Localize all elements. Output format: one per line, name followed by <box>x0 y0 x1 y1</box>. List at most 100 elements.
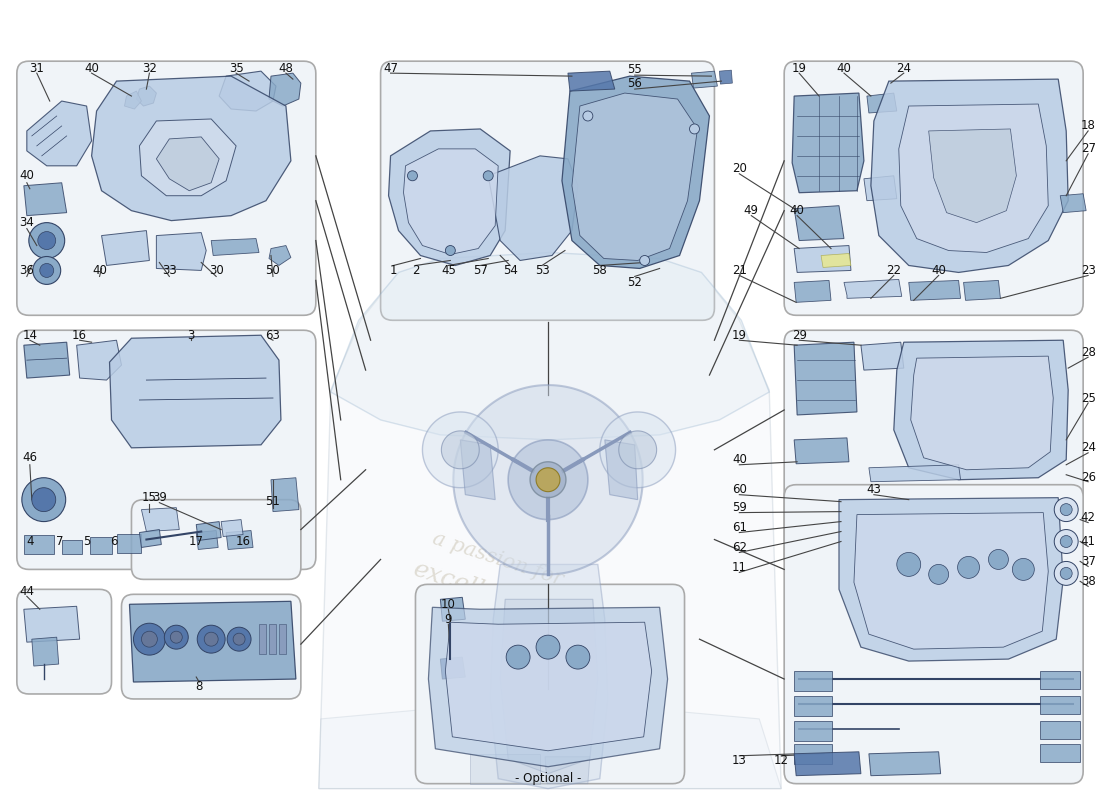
Text: 37: 37 <box>1080 555 1096 568</box>
Circle shape <box>29 222 65 258</box>
Text: 1: 1 <box>389 264 397 277</box>
Text: 33: 33 <box>162 264 177 277</box>
Polygon shape <box>211 238 258 255</box>
Polygon shape <box>909 281 960 300</box>
Polygon shape <box>140 530 162 547</box>
Text: 15: 15 <box>142 491 157 504</box>
Text: 47: 47 <box>383 62 398 74</box>
Polygon shape <box>928 129 1016 222</box>
Text: 32: 32 <box>142 62 157 74</box>
Polygon shape <box>562 76 710 269</box>
Text: 16: 16 <box>73 329 87 342</box>
Text: 35: 35 <box>229 62 243 74</box>
Text: 38: 38 <box>1080 575 1096 588</box>
Polygon shape <box>441 431 480 469</box>
FancyBboxPatch shape <box>416 584 684 784</box>
Text: 13: 13 <box>732 754 747 767</box>
Polygon shape <box>844 279 902 298</box>
Circle shape <box>142 631 157 647</box>
Polygon shape <box>227 530 253 550</box>
Polygon shape <box>869 752 940 776</box>
Circle shape <box>928 565 948 584</box>
Text: 18: 18 <box>1080 119 1096 133</box>
Polygon shape <box>219 71 276 111</box>
Polygon shape <box>258 624 266 654</box>
Text: 4: 4 <box>26 535 34 548</box>
Text: 10: 10 <box>441 598 455 610</box>
Polygon shape <box>77 340 121 380</box>
Polygon shape <box>794 696 832 716</box>
Circle shape <box>164 626 188 649</box>
Text: 17: 17 <box>189 535 204 548</box>
Polygon shape <box>794 206 844 241</box>
FancyBboxPatch shape <box>16 61 316 315</box>
Circle shape <box>407 170 418 181</box>
Text: 55: 55 <box>627 62 642 76</box>
Circle shape <box>565 645 590 669</box>
Polygon shape <box>794 281 830 302</box>
Polygon shape <box>911 356 1053 470</box>
Text: 40: 40 <box>732 454 747 466</box>
Circle shape <box>22 478 66 522</box>
Text: 8: 8 <box>196 681 202 694</box>
Text: 21: 21 <box>732 264 747 277</box>
Polygon shape <box>140 119 236 196</box>
FancyBboxPatch shape <box>132 500 301 579</box>
Text: 57: 57 <box>473 264 487 277</box>
Polygon shape <box>404 149 498 254</box>
Circle shape <box>170 631 183 643</box>
Polygon shape <box>500 599 597 774</box>
Text: 25: 25 <box>1080 391 1096 405</box>
Text: 42: 42 <box>1080 511 1096 524</box>
Polygon shape <box>453 385 642 574</box>
Text: 2: 2 <box>411 264 419 277</box>
Polygon shape <box>440 657 465 679</box>
Text: 29: 29 <box>792 329 806 342</box>
Polygon shape <box>1060 194 1086 213</box>
Polygon shape <box>864 176 896 201</box>
Circle shape <box>989 550 1009 570</box>
Polygon shape <box>794 744 832 764</box>
Polygon shape <box>446 622 651 750</box>
Polygon shape <box>1041 744 1080 762</box>
Polygon shape <box>24 342 69 378</box>
Polygon shape <box>156 137 219 190</box>
Text: 31: 31 <box>30 62 44 74</box>
Text: 36: 36 <box>20 264 34 277</box>
Polygon shape <box>544 757 590 784</box>
Circle shape <box>1060 567 1072 579</box>
Polygon shape <box>388 129 510 266</box>
Polygon shape <box>572 93 697 261</box>
Text: 3: 3 <box>188 329 195 342</box>
Text: 30: 30 <box>209 264 223 277</box>
Polygon shape <box>270 624 276 654</box>
FancyBboxPatch shape <box>16 590 111 694</box>
Text: 11: 11 <box>732 561 747 574</box>
Text: a passion for: a passion for <box>430 530 565 590</box>
Polygon shape <box>491 565 608 789</box>
Circle shape <box>446 246 455 255</box>
Polygon shape <box>196 522 221 541</box>
Polygon shape <box>471 754 540 784</box>
Text: 34: 34 <box>20 216 34 229</box>
Text: 62: 62 <box>732 541 747 554</box>
Circle shape <box>33 257 60 285</box>
Text: 40: 40 <box>932 264 946 277</box>
Polygon shape <box>794 246 851 273</box>
FancyBboxPatch shape <box>121 594 301 699</box>
Circle shape <box>896 553 921 576</box>
Text: 5: 5 <box>82 535 90 548</box>
Polygon shape <box>600 412 675 488</box>
Circle shape <box>227 627 251 651</box>
Polygon shape <box>156 233 206 270</box>
Polygon shape <box>221 519 243 537</box>
Polygon shape <box>1041 671 1080 689</box>
Polygon shape <box>871 79 1068 273</box>
Text: 63: 63 <box>265 329 280 342</box>
Circle shape <box>37 231 56 250</box>
Polygon shape <box>422 412 498 488</box>
Circle shape <box>583 111 593 121</box>
Text: 26: 26 <box>1080 471 1096 484</box>
Circle shape <box>1060 504 1072 515</box>
Polygon shape <box>279 624 286 654</box>
